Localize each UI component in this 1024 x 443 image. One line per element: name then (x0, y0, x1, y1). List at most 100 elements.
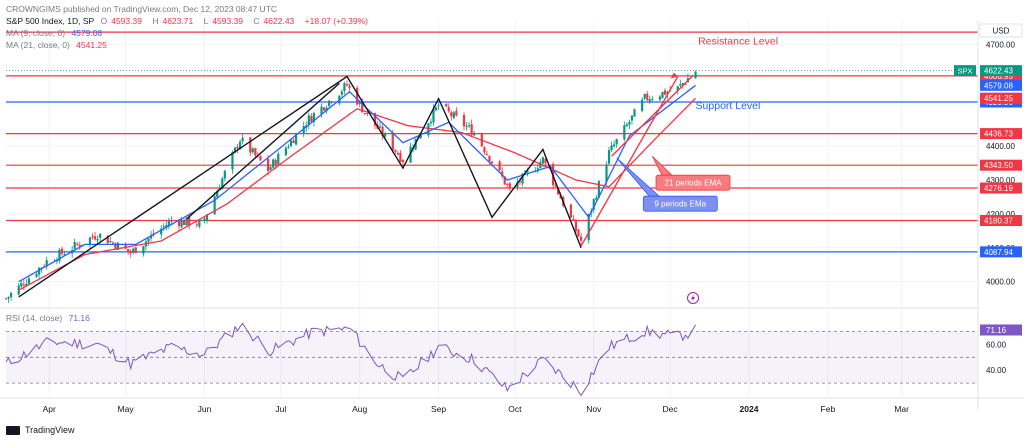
candle-body (274, 159, 277, 165)
candle-body (679, 84, 682, 86)
candle-body (170, 220, 173, 222)
candle-body (455, 110, 458, 116)
ema-21-line (18, 97, 697, 291)
time-tick-label: Mar (894, 404, 909, 414)
axis-price-tag-bg (980, 92, 1022, 104)
candle-body (63, 254, 66, 256)
candle-body (238, 141, 242, 150)
candle-body (641, 99, 644, 111)
ma21-label: MA (21, close, 0) (6, 40, 70, 50)
level-annotation: Support Level (696, 100, 761, 112)
candle-body (358, 101, 361, 104)
open-label: O (100, 16, 108, 26)
candle-body (607, 150, 611, 164)
candle-body (213, 196, 216, 215)
axis-price-tag: 4622.43 (984, 67, 1013, 76)
candle-body (106, 235, 109, 244)
candle-body (188, 217, 191, 226)
price-tick-label: 4400.00 (986, 142, 1015, 151)
time-tick-label: Feb (821, 404, 836, 414)
candle-body (684, 83, 687, 85)
candle-body (109, 240, 112, 243)
rsi-tick-label: 40.00 (986, 366, 1007, 375)
candle-body (330, 101, 333, 103)
time-tick-label: Nov (586, 404, 602, 414)
candle-body (132, 248, 135, 253)
candle-body (22, 284, 25, 286)
candle-body (160, 228, 163, 235)
candle-body (45, 260, 48, 267)
candle-body (289, 140, 293, 147)
candle-body (272, 159, 275, 168)
moving-averages-layer (18, 84, 697, 291)
candle-body (312, 113, 315, 122)
candle-body (180, 220, 183, 228)
candle-body (185, 217, 188, 226)
ma21-legend[interactable]: MA (21, close, 0) 4541.25 (6, 40, 111, 50)
candle-body (633, 109, 636, 117)
candle-body (284, 147, 287, 156)
candle-body (277, 153, 280, 165)
candle-body (55, 260, 58, 262)
candle-body (663, 90, 667, 95)
candle-body (236, 146, 239, 149)
symbol-tag-bg (954, 65, 976, 77)
axis-price-tag: 4579.08 (984, 81, 1013, 90)
callout-box (655, 174, 731, 191)
candle-body (488, 155, 491, 162)
rsi-legend[interactable]: RSI (14, close) 71.16 (6, 313, 94, 323)
candle-body (162, 226, 165, 228)
candle-body (658, 96, 662, 100)
candle-body (485, 153, 489, 155)
high-label: H (152, 16, 159, 26)
candle-body (445, 103, 448, 107)
candle-body (287, 146, 290, 148)
candle-body (694, 71, 697, 79)
candle-body (643, 94, 646, 99)
candle-body (521, 173, 524, 184)
ma9-label: MA (9, close, 0) (6, 28, 66, 38)
ma9-legend[interactable]: MA (9, close, 0) 4579.08 (6, 28, 106, 38)
candle-body (508, 183, 511, 188)
candle-body (149, 235, 153, 239)
ma21-value: 4541.25 (76, 40, 107, 50)
symbol-title[interactable]: S&P 500 Index, 1D, SP (6, 16, 95, 26)
candle-body (320, 106, 323, 115)
level-price-tag-bg (980, 246, 1022, 258)
candle-body (437, 105, 440, 107)
publisher-text: CROWNGIMS published on TradingView.com, … (6, 4, 278, 14)
candle-body (676, 86, 679, 91)
candle-body (134, 247, 137, 254)
candle-body (200, 220, 204, 222)
candle-body (605, 164, 608, 182)
candle-body (681, 83, 684, 86)
candle-body (292, 140, 295, 144)
candle-body (78, 244, 81, 247)
candle-body (516, 182, 519, 188)
price-tick-label: 4200.00 (986, 210, 1015, 219)
candle-body (249, 137, 252, 153)
candle-body (221, 178, 224, 190)
time-tick-label: Sep (431, 404, 446, 414)
candle-body (198, 220, 201, 227)
time-tick-label: May (118, 404, 135, 414)
candle-body (4, 298, 8, 300)
candle-body (462, 114, 466, 127)
candle-body (129, 250, 132, 254)
price-tick-label: 4000.00 (986, 278, 1015, 287)
rsi-value-tag-bg (980, 324, 1022, 336)
candle-body (73, 242, 76, 249)
candle-body (294, 133, 298, 145)
candle-body (623, 125, 626, 140)
drawings-layer: Resistance Level Support Level 21 periods … (18, 35, 778, 304)
time-tick-label: Oct (508, 404, 522, 414)
candle-body (231, 152, 234, 170)
candle-body (391, 132, 394, 151)
ohlc-legend: S&P 500 Index, 1D, SP O 4593.39 H 4623.71 … (6, 16, 372, 26)
candle-body (233, 147, 237, 153)
candle-body (216, 191, 219, 198)
low-value: 4593.39 (212, 16, 244, 26)
candle-body (419, 135, 422, 139)
candle-body (223, 170, 226, 179)
